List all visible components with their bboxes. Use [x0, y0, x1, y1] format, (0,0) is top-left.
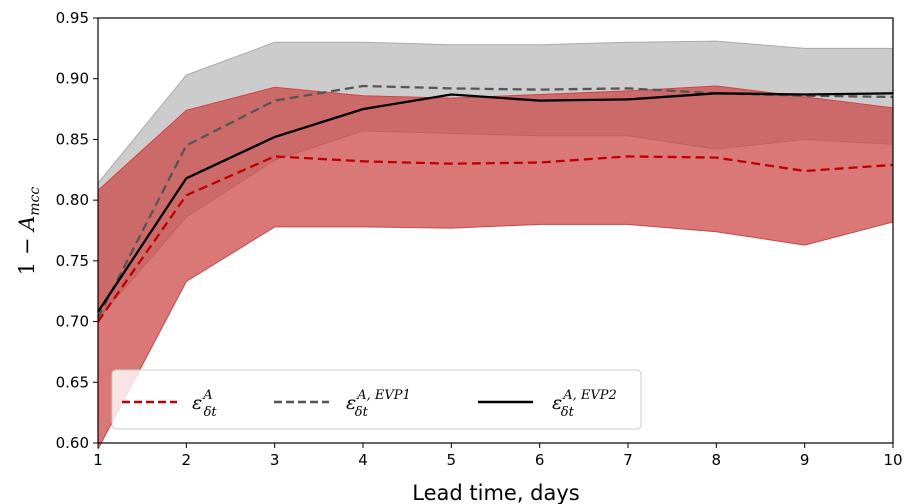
legend-item-epsilon-a-evp1: εA, EVP1 δt — [274, 388, 411, 420]
x-tick-label: 6 — [535, 451, 545, 469]
y-axis-ticks: 0.60 0.65 0.70 0.75 0.80 0.85 0.90 0.95 — [56, 9, 98, 452]
legend-frame — [111, 369, 642, 430]
x-axis-title: Lead time, days — [412, 481, 580, 504]
x-tick-label: 3 — [270, 451, 280, 469]
x-tick-label: 9 — [800, 451, 810, 469]
y-tick-label: 0.70 — [56, 313, 89, 331]
legend: εA δt εA, EVP1 δt εA, EVP2 δt — [111, 369, 642, 430]
y-tick-label: 0.65 — [56, 373, 89, 391]
legend-label-epsilon-a-evp1: εA, EVP1 δt — [346, 388, 411, 420]
y-tick-label: 0.85 — [56, 130, 89, 148]
x-tick-label: 7 — [623, 451, 633, 469]
line-series-3 — [97, 92, 894, 313]
series-lines — [96, 84, 894, 323]
line-series-1 — [97, 155, 894, 323]
plot-frame — [97, 17, 894, 444]
x-tick-label: 4 — [358, 451, 368, 469]
x-tick-label: 2 — [182, 451, 192, 469]
x-tick-label: 5 — [447, 451, 457, 469]
legend-label-epsilon-a: εA δt — [192, 388, 217, 420]
x-tick-label: 8 — [712, 451, 722, 469]
y-tick-label: 0.80 — [56, 191, 89, 209]
y-tick-label: 0.75 — [56, 252, 89, 270]
y-tick-label: 0.95 — [56, 9, 89, 27]
legend-item-epsilon-a: εA δt — [122, 388, 217, 420]
y-axis-title: 1 − Amcc — [15, 187, 43, 276]
x-tick-label: 10 — [883, 451, 902, 469]
legend-item-epsilon-a-evp2: εA, EVP2 δt — [478, 388, 617, 420]
x-axis-ticks: 1 2 3 4 5 6 7 8 9 10 — [93, 443, 903, 469]
legend-label-epsilon-a-evp2: εA, EVP2 δt — [552, 388, 617, 420]
y-tick-label: 0.90 — [56, 70, 89, 88]
line-series-2 — [96, 84, 894, 319]
x-tick-label: 1 — [93, 451, 103, 469]
y-tick-label: 0.60 — [56, 434, 89, 452]
